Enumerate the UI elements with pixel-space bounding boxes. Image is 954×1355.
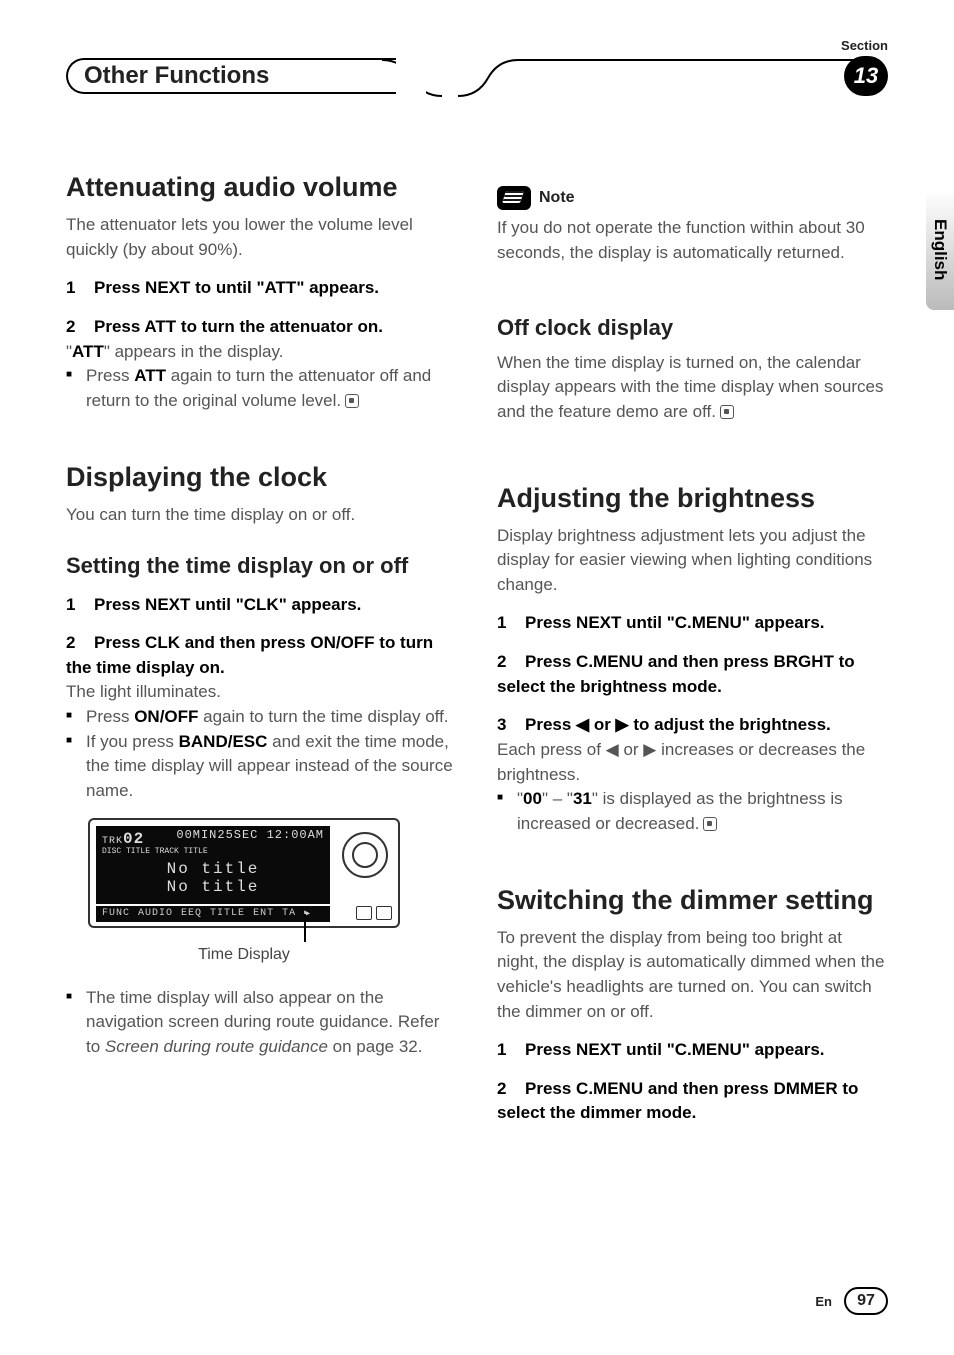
- display-button-strip: FUNC AUDIO EEQ TITLE ENT TA ▶: [96, 906, 330, 922]
- btn-audio: AUDIO: [138, 908, 173, 919]
- footer: En 97: [815, 1287, 888, 1315]
- att-after2: "ATT" appears in the display.: [66, 340, 457, 365]
- att-bullet1: Press ATT again to turn the attenuator o…: [66, 364, 457, 413]
- att-step1: 1Press NEXT to until "ATT" appears.: [66, 276, 457, 301]
- bright-after3: Each press of ◀ or ▶ increases or decrea…: [497, 738, 888, 787]
- right-column: Note If you do not operate the function …: [497, 172, 888, 1275]
- header-curve-icon: [382, 58, 442, 98]
- footer-page: 97: [844, 1287, 888, 1315]
- display-line2: No title: [102, 878, 324, 896]
- clock-step1-text: Press NEXT until "CLK" appears.: [94, 595, 361, 614]
- clock-b2-pre: If you press: [86, 732, 179, 751]
- display-labels: DISC TITLE TRACK TITLE: [102, 848, 324, 856]
- dimmer-step1: 1Press NEXT until "C.MENU" appears.: [497, 1038, 888, 1063]
- btn-title: TITLE: [210, 908, 245, 919]
- clock-b1-bold: ON/OFF: [134, 707, 198, 726]
- att-step1-text: Press NEXT to until "ATT" appears.: [94, 278, 379, 297]
- end-mark-icon: [720, 405, 734, 419]
- heading-brightness: Adjusting the brightness: [497, 483, 888, 514]
- heading-clock: Displaying the clock: [66, 462, 457, 493]
- dimmer-step2-text: Press C.MENU and then press DMMER to sel…: [497, 1079, 858, 1123]
- end-mark-icon: [345, 394, 359, 408]
- clock-step2-text: Press CLK and then press ON/OFF to turn …: [66, 633, 433, 677]
- offclock-text: When the time display is turned on, the …: [497, 351, 888, 425]
- clock-bullet3: The time display will also appear on the…: [66, 986, 457, 1060]
- bright-b-b1: 00: [523, 789, 542, 808]
- heading-off-clock: Off clock display: [497, 315, 888, 340]
- language-tab-label: English: [930, 219, 950, 280]
- display-pointer-icon: [304, 914, 306, 942]
- att-b1-pre: Press: [86, 366, 134, 385]
- display-caption: Time Display: [88, 946, 400, 964]
- section-number-badge: 13: [844, 56, 888, 96]
- clock-b1-pre: Press: [86, 707, 134, 726]
- note-row: Note: [497, 186, 888, 210]
- btn-eeq: EEQ: [181, 908, 202, 919]
- bright-step2: 2Press C.MENU and then press BRGHT to se…: [497, 650, 888, 699]
- note-text: If you do not operate the function withi…: [497, 216, 888, 265]
- section-label: Section: [841, 38, 888, 53]
- columns: Attenuating audio volume The attenuator …: [66, 172, 888, 1275]
- offclock-text-span: When the time display is turned on, the …: [497, 353, 883, 421]
- language-tab: English: [926, 190, 954, 310]
- header-row: Other Functions 13: [66, 58, 888, 98]
- btn-func: FUNC: [102, 908, 130, 919]
- clock-step1: 1Press NEXT until "CLK" appears.: [66, 593, 457, 618]
- bright-b-mid: " – ": [542, 789, 573, 808]
- trk-val: 02: [123, 830, 144, 848]
- bright-step1-text: Press NEXT until "C.MENU" appears.: [525, 613, 825, 632]
- clock-b2-bold: BAND/ESC: [179, 732, 268, 751]
- header-right-line-icon: [458, 58, 888, 98]
- footer-lang: En: [815, 1294, 832, 1309]
- clock-b3-italic: Screen during route guidance: [105, 1037, 328, 1056]
- clock-step2: 2Press CLK and then press ON/OFF to turn…: [66, 631, 457, 680]
- clock-bullet2: If you press BAND/ESC and exit the time …: [66, 730, 457, 804]
- att-intro: The attenuator lets you lower the volume…: [66, 213, 457, 262]
- clock-intro: You can turn the time display on or off.: [66, 503, 457, 528]
- end-mark-icon: [703, 817, 717, 831]
- header-right: 13: [458, 58, 888, 94]
- bright-b-b2: 31: [573, 789, 592, 808]
- subheading-time-display: Setting the time display on or off: [66, 553, 457, 578]
- bright-step2-text: Press C.MENU and then press BRGHT to sel…: [497, 652, 855, 696]
- att-step2-text: Press ATT to turn the attenuator on.: [94, 317, 383, 336]
- display-knob-icon: [342, 832, 388, 878]
- display-screen: 00MIN25SEC 12:00AM TRK02 DISC TITLE TRAC…: [96, 826, 330, 904]
- bright-step1: 1Press NEXT until "C.MENU" appears.: [497, 611, 888, 636]
- bright-step3-text: Press ◀ or ▶ to adjust the brightness.: [525, 715, 831, 734]
- page: Section Other Functions 13 English Atten…: [0, 0, 954, 1355]
- bright-intro: Display brightness adjustment lets you a…: [497, 524, 888, 598]
- dimmer-step1-text: Press NEXT until "C.MENU" appears.: [525, 1040, 825, 1059]
- note-label: Note: [539, 189, 575, 207]
- clock-after2: The light illuminates.: [66, 680, 457, 705]
- btn-ent: ENT: [253, 908, 274, 919]
- clock-bullet1: Press ON/OFF again to turn the time disp…: [66, 705, 457, 730]
- att-step2: 2Press ATT to turn the attenuator on.: [66, 315, 457, 340]
- att-b1-bold: ATT: [134, 366, 166, 385]
- section-title: Other Functions: [84, 62, 269, 90]
- bright-step3: 3Press ◀ or ▶ to adjust the brightness.: [497, 713, 888, 738]
- display-illustration: 00MIN25SEC 12:00AM TRK02 DISC TITLE TRAC…: [88, 818, 400, 928]
- display-side-buttons: [356, 906, 392, 920]
- trk-label: TRK: [102, 836, 123, 847]
- heading-dimmer: Switching the dimmer setting: [497, 885, 888, 916]
- btn-ta: TA: [282, 908, 296, 919]
- heading-attenuating: Attenuating audio volume: [66, 172, 457, 203]
- header-left-pill: Other Functions: [66, 58, 426, 94]
- dimmer-intro: To prevent the display from being too br…: [497, 926, 888, 1025]
- bright-bullet: "00" – "31" is displayed as the brightne…: [497, 787, 888, 836]
- display-time: 00MIN25SEC 12:00AM: [176, 828, 324, 842]
- dimmer-step2: 2Press C.MENU and then press DMMER to se…: [497, 1077, 888, 1126]
- left-column: Attenuating audio volume The attenuator …: [66, 172, 457, 1275]
- display-line1: No title: [102, 860, 324, 878]
- note-icon: [497, 186, 531, 210]
- clock-b3-post: on page 32.: [328, 1037, 423, 1056]
- clock-b1-post: again to turn the time display off.: [198, 707, 448, 726]
